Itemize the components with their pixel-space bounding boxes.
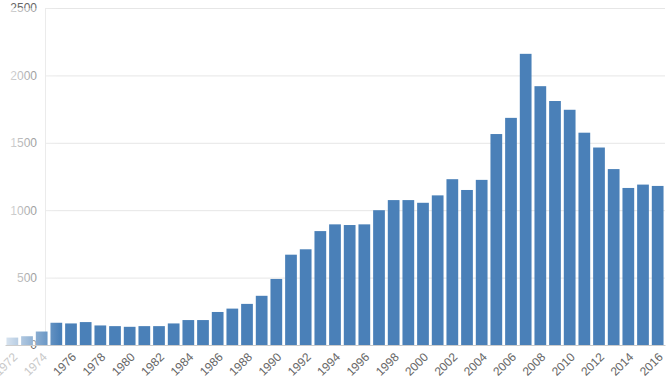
x-tick-label: 1988 — [226, 350, 255, 379]
bar — [652, 186, 664, 345]
x-tick: 2000 — [402, 345, 431, 379]
bar — [344, 225, 356, 345]
x-tick-label: 2004 — [461, 350, 490, 379]
bar — [388, 200, 400, 345]
x-tick: 1988 — [226, 345, 255, 379]
bar — [402, 200, 414, 345]
x-tick-label: 1996 — [344, 350, 373, 379]
bar — [358, 224, 370, 345]
x-tick-label: 1978 — [80, 350, 109, 379]
bar — [446, 179, 458, 345]
x-tick: 2002 — [432, 345, 461, 379]
x-tick: 1994 — [314, 345, 343, 379]
x-tick: 2006 — [490, 345, 519, 379]
x-tick: 2014 — [608, 345, 637, 379]
x-tick-label: 1976 — [50, 350, 79, 379]
x-tick-label: 1990 — [256, 350, 285, 379]
x-axis-line — [6, 345, 666, 346]
x-tick-label: 2000 — [402, 350, 431, 379]
x-tick-label: 2008 — [520, 350, 549, 379]
bars — [6, 54, 663, 345]
x-tick: 1984 — [168, 345, 197, 379]
bar — [432, 195, 444, 345]
bar — [490, 134, 502, 345]
bar — [505, 118, 517, 345]
bar — [461, 190, 473, 345]
x-tick-label: 1980 — [109, 350, 138, 379]
x-tick-label: 2006 — [490, 350, 519, 379]
x-tick: 1990 — [256, 345, 285, 379]
x-tick: 2010 — [549, 345, 578, 379]
bar — [226, 309, 238, 345]
x-tick-label: 1992 — [285, 350, 314, 379]
x-tick: 2016 — [637, 345, 666, 379]
x-tick-label: 2012 — [578, 350, 607, 379]
bar — [138, 326, 150, 345]
x-tick: 2008 — [520, 345, 549, 379]
x-tick-label: 1984 — [168, 350, 197, 379]
bar — [534, 86, 546, 345]
chart: 0500100015002000250019721974197619781980… — [0, 0, 672, 382]
x-tick-label: 1994 — [314, 350, 343, 379]
bar — [417, 203, 429, 345]
bar — [124, 327, 136, 345]
bar — [593, 148, 605, 345]
x-tick-label: 1974 — [21, 350, 50, 379]
x-tick-label: 2016 — [637, 350, 666, 379]
bar — [65, 323, 77, 345]
bar — [520, 54, 532, 345]
y-axis: 05001000150020002500 — [10, 1, 665, 352]
x-tick: 1972 — [0, 345, 21, 379]
bar — [637, 185, 649, 345]
fade-overlay — [5, 8, 60, 345]
grid-line — [45, 8, 665, 9]
bar — [241, 304, 253, 345]
bar — [80, 322, 92, 345]
x-tick: 1992 — [285, 345, 314, 379]
x-tick: 2004 — [461, 345, 490, 379]
bar — [182, 320, 194, 345]
x-tick-label: 1972 — [0, 350, 21, 379]
bar — [109, 326, 121, 345]
y-tick: 2500 — [10, 1, 665, 15]
bar — [300, 249, 312, 345]
bar — [608, 169, 620, 345]
bar — [373, 210, 385, 345]
x-tick: 1980 — [109, 345, 138, 379]
x-tick: 2012 — [578, 345, 607, 379]
bar — [153, 326, 165, 345]
bar — [94, 325, 106, 345]
bar — [314, 231, 326, 345]
bar — [578, 133, 590, 345]
y-tick: 2000 — [10, 69, 665, 83]
x-tick: 1978 — [80, 345, 109, 379]
x-tick-label: 1986 — [197, 350, 226, 379]
x-tick: 1976 — [50, 345, 79, 379]
x-tick: 1998 — [373, 345, 402, 379]
x-tick: 1974 — [21, 345, 50, 379]
x-tick: 1996 — [344, 345, 373, 379]
x-tick: 1986 — [197, 345, 226, 379]
bar — [329, 224, 341, 345]
bar — [256, 296, 268, 345]
x-tick-label: 2002 — [432, 350, 461, 379]
bar — [197, 320, 209, 345]
x-axis: 1972197419761978198019821984198619881990… — [0, 345, 666, 379]
x-tick-label: 1982 — [138, 350, 167, 379]
x-tick-label: 1998 — [373, 350, 402, 379]
grid-line — [45, 75, 665, 76]
bar — [476, 180, 488, 345]
x-tick-label: 2014 — [608, 350, 637, 379]
bar — [168, 323, 180, 345]
bar — [622, 188, 634, 345]
bar — [212, 312, 224, 345]
bar — [270, 279, 282, 345]
bar — [549, 101, 561, 345]
x-tick-label: 2010 — [549, 350, 578, 379]
x-tick: 1982 — [138, 345, 167, 379]
bar — [285, 255, 297, 345]
bar — [564, 110, 576, 345]
